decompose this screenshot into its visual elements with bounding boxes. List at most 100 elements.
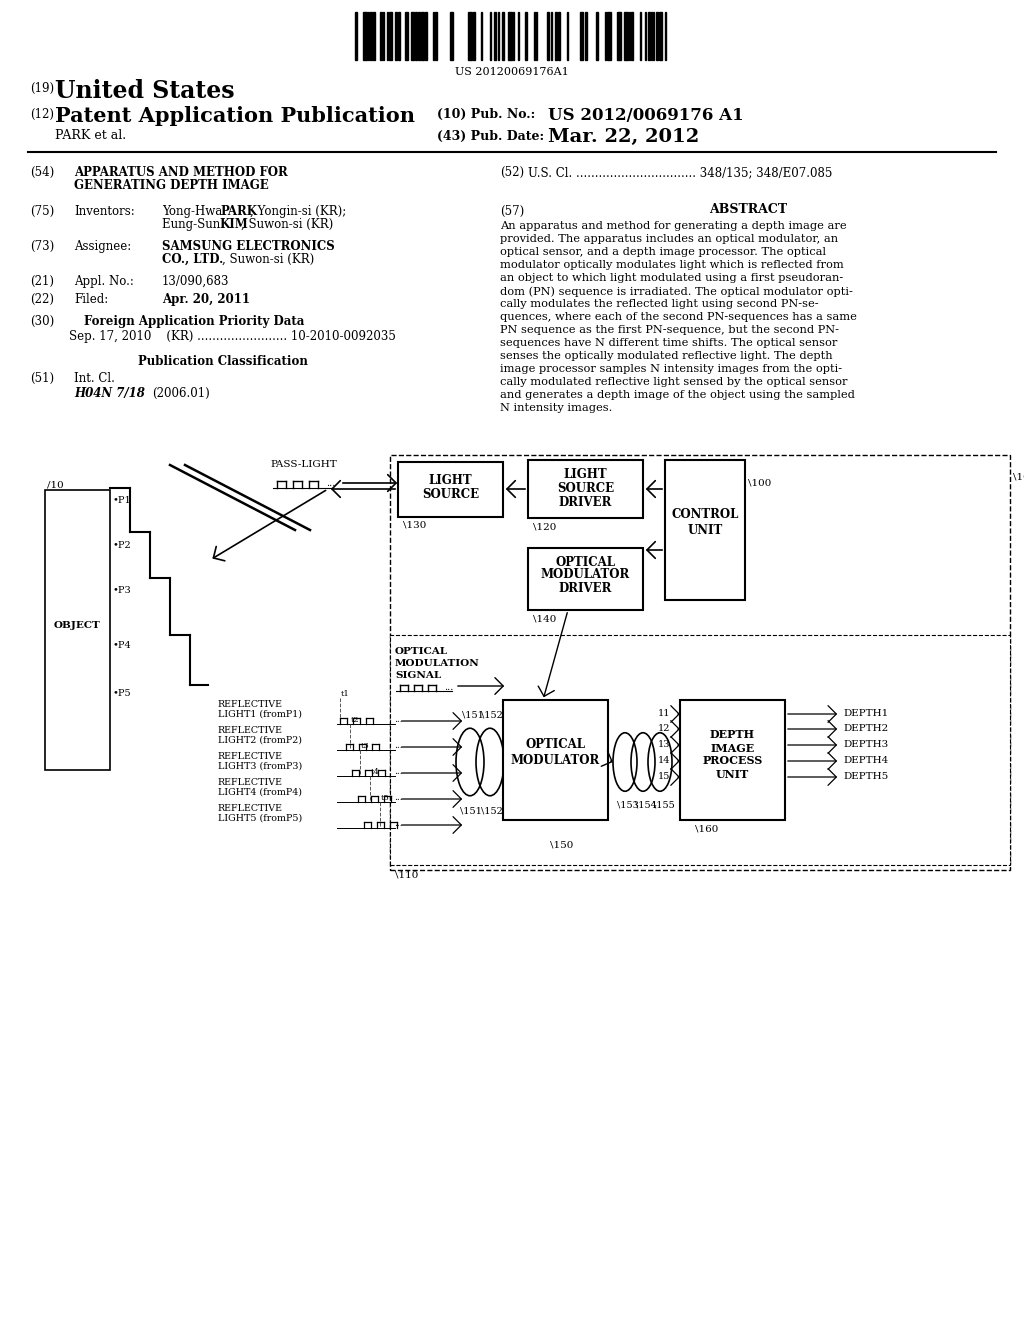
Text: SAMSUNG ELECTRONICS: SAMSUNG ELECTRONICS	[162, 240, 335, 253]
Text: MODULATOR: MODULATOR	[541, 569, 630, 582]
Bar	[624, 12, 628, 59]
Text: CO., LTD.: CO., LTD.	[162, 253, 223, 267]
Text: REFLECTIVE: REFLECTIVE	[218, 752, 283, 762]
Bar	[580, 12, 583, 59]
Text: ...: ...	[394, 767, 402, 776]
Text: (21): (21)	[30, 275, 54, 288]
Bar	[389, 12, 392, 59]
Bar	[596, 12, 598, 59]
Bar	[398, 12, 400, 59]
Text: (22): (22)	[30, 293, 54, 306]
Text: \154: \154	[635, 800, 656, 809]
Text: •P1: •P1	[112, 496, 131, 506]
Text: , Suwon-si (KR): , Suwon-si (KR)	[222, 253, 314, 267]
Bar	[421, 12, 424, 59]
Text: OBJECT: OBJECT	[54, 620, 101, 630]
Text: \160: \160	[695, 825, 719, 834]
Text: (73): (73)	[30, 240, 54, 253]
Text: Appl. No.:: Appl. No.:	[74, 275, 134, 288]
Text: REFLECTIVE: REFLECTIVE	[218, 804, 283, 813]
Text: \130: \130	[403, 521, 426, 531]
Bar	[656, 12, 658, 59]
Text: , Yongin-si (KR);: , Yongin-si (KR);	[250, 205, 346, 218]
Text: t5: t5	[381, 795, 390, 803]
Text: Sep. 17, 2010    (KR) ........................ 10-2010-0092035: Sep. 17, 2010 (KR) .....................…	[69, 330, 396, 343]
Text: Filed:: Filed:	[74, 293, 109, 306]
Text: \153: \153	[617, 800, 639, 809]
Text: PN sequence as the first PN-sequence, but the second PN-: PN sequence as the first PN-sequence, bu…	[500, 325, 839, 335]
Bar	[503, 700, 608, 820]
Bar	[648, 12, 650, 59]
Bar	[450, 12, 453, 59]
Text: LIGHT5 (fromP5): LIGHT5 (fromP5)	[218, 814, 302, 822]
Bar	[525, 12, 527, 59]
Text: (12): (12)	[30, 108, 54, 121]
Bar	[398, 462, 503, 517]
Bar	[555, 12, 557, 59]
Bar	[659, 12, 662, 59]
Text: MODULATION: MODULATION	[395, 659, 480, 668]
Text: \150: \150	[550, 840, 573, 849]
Text: \100: \100	[748, 478, 771, 487]
Bar	[406, 12, 408, 59]
Text: REFLECTIVE: REFLECTIVE	[218, 726, 283, 735]
Text: SIGNAL: SIGNAL	[395, 671, 441, 680]
Text: REFLECTIVE: REFLECTIVE	[218, 777, 283, 787]
Text: US 20120069176A1: US 20120069176A1	[455, 67, 569, 77]
Text: MODULATOR: MODULATOR	[511, 754, 600, 767]
Text: provided. The apparatus includes an optical modulator, an: provided. The apparatus includes an opti…	[500, 234, 838, 244]
Text: cally modulated reflective light sensed by the optical sensor: cally modulated reflective light sensed …	[500, 378, 848, 387]
Text: (52): (52)	[500, 166, 524, 180]
Text: \152: \152	[481, 807, 503, 814]
Text: DRIVER: DRIVER	[559, 495, 612, 508]
Text: 11: 11	[658, 709, 671, 718]
Bar	[585, 12, 587, 59]
Text: , Suwon-si (KR): , Suwon-si (KR)	[241, 218, 333, 231]
Text: Eung-Sun: Eung-Sun	[162, 218, 224, 231]
Text: H04N 7/18: H04N 7/18	[74, 387, 144, 400]
Text: t1: t1	[341, 690, 350, 698]
Bar	[528, 548, 643, 610]
Bar	[617, 12, 621, 59]
Text: an object to which light modulated using a first pseudoran-: an object to which light modulated using…	[500, 273, 843, 282]
Text: U.S. Cl. ................................ 348/135; 348/E07.085: U.S. Cl. ...............................…	[528, 166, 833, 180]
Text: US 2012/0069176 A1: US 2012/0069176 A1	[548, 107, 743, 124]
Bar	[665, 459, 745, 601]
Text: optical sensor, and a depth image processor. The optical: optical sensor, and a depth image proces…	[500, 247, 826, 257]
Text: OPTICAL: OPTICAL	[555, 556, 615, 569]
Text: (2006.01): (2006.01)	[152, 387, 210, 400]
Text: (54): (54)	[30, 166, 54, 180]
Text: \155: \155	[653, 800, 675, 809]
Bar	[502, 12, 504, 59]
Text: 12: 12	[658, 723, 671, 733]
Text: Int. Cl.: Int. Cl.	[74, 372, 115, 385]
Text: \151: \151	[462, 711, 484, 719]
Bar	[370, 12, 372, 59]
Text: cally modulates the reflected light using second PN-se-: cally modulates the reflected light usin…	[500, 300, 818, 309]
Bar	[528, 459, 643, 517]
Text: \152: \152	[481, 711, 503, 719]
Bar	[418, 12, 420, 59]
Bar	[380, 12, 382, 59]
Text: ...: ...	[394, 793, 402, 803]
Text: DEPTH5: DEPTH5	[843, 772, 888, 781]
Text: REFLECTIVE: REFLECTIVE	[218, 700, 283, 709]
Text: Yong-Hwa: Yong-Hwa	[162, 205, 226, 218]
Text: sequences have N different time shifts. The optical sensor: sequences have N different time shifts. …	[500, 338, 838, 348]
Text: Patent Application Publication: Patent Application Publication	[55, 106, 415, 125]
Text: \110: \110	[395, 870, 419, 879]
Text: Publication Classification: Publication Classification	[137, 355, 307, 368]
Text: (30): (30)	[30, 315, 54, 327]
Text: PROCESS: PROCESS	[702, 755, 763, 767]
Text: (57): (57)	[500, 205, 524, 218]
Text: (51): (51)	[30, 372, 54, 385]
Text: quences, where each of the second PN-sequences has a same: quences, where each of the second PN-seq…	[500, 312, 857, 322]
Text: 15: 15	[658, 772, 671, 781]
Bar	[390, 455, 1010, 870]
Text: Foreign Application Priority Data: Foreign Application Priority Data	[84, 315, 304, 327]
Text: CONTROL: CONTROL	[672, 508, 738, 521]
Text: LIGHT1 (fromP1): LIGHT1 (fromP1)	[218, 710, 302, 719]
Text: ...: ...	[326, 479, 336, 488]
Bar	[558, 12, 560, 59]
Bar	[631, 12, 633, 59]
